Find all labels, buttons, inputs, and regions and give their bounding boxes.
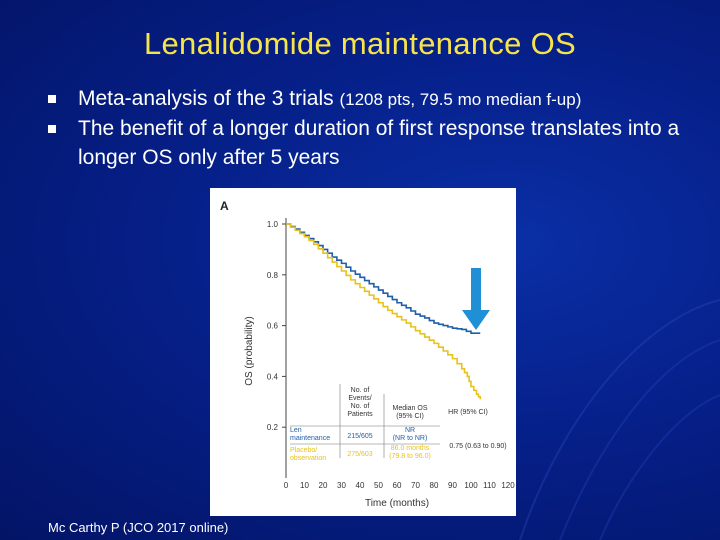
x-tick-label: 80 [430,481,439,490]
table-row-len-median: NR (NR to NR) [393,427,428,442]
table-header-median: Median OS (95% CI) [392,405,427,420]
bullet-square-icon [48,125,56,133]
bullet-item-2: The benefit of a longer duration of firs… [48,114,708,172]
x-tick-label: 100 [464,481,478,490]
citation: Mc Carthy P (JCO 2017 online) [48,520,229,535]
panel-label: A [220,199,229,213]
y-tick-label: 0.6 [267,322,279,331]
table-header-events: No. of Events/No. of Patients [347,387,373,418]
table-hr-value: 0.75 (0.63 to 0.90) [449,443,506,450]
x-tick-label: 120 [501,481,515,490]
series-line-placebo [286,223,482,400]
table-row-len-group: Len maintenance [290,427,330,442]
bullet-1-detail: (1208 pts, 79.5 mo median f-up) [339,90,582,109]
bullet-1-main: Meta-analysis of the 3 trials [78,87,340,110]
bullet-item-1: Meta-analysis of the 3 trials (1208 pts,… [48,84,708,114]
table-row-placebo-events: 275/603 [347,451,372,458]
y-tick-label: 0.2 [267,423,279,432]
x-axis-label: Time (months) [365,498,429,509]
km-figure: A 0.2 0.4 0.6 0.8 1.0 OS (probability) 0 10 20 30 4… [210,188,516,516]
x-tick-label: 30 [337,481,346,490]
table-row-placebo-median: 86.0 months (79.8 to 96.0) [389,445,431,460]
x-tick-label: 50 [374,481,383,490]
km-chart: A 0.2 0.4 0.6 0.8 1.0 OS (probability) 0 10 20 30 4… [220,199,515,509]
y-tick-label: 0.8 [267,271,279,280]
x-tick-label: 70 [411,481,420,490]
table-header-hr: HR (95% CI) [448,409,488,416]
series-line-len [286,223,481,335]
x-tick-label: 10 [300,481,309,490]
table-row-placebo-group: Placebo/observation [290,447,326,462]
bullet-list: Meta-analysis of the 3 trials (1208 pts,… [48,84,708,172]
x-tick-label: 60 [393,481,402,490]
slide-title: Lenalidomide maintenance OS [143,26,577,61]
y-tick-label: 0.4 [267,372,279,381]
bullet-2-main: The benefit of a longer duration of firs… [78,117,680,169]
x-tick-label: 20 [319,481,328,490]
table-row-len-events: 215/605 [347,433,372,440]
x-tick-label: 110 [483,481,496,490]
x-tick-label: 40 [356,481,365,490]
bullet-square-icon [48,95,56,103]
y-tick-label: 1.0 [267,220,279,229]
y-axis-label: OS (probability) [244,316,255,385]
x-tick-label: 0 [284,481,289,490]
x-tick-label: 90 [448,481,457,490]
